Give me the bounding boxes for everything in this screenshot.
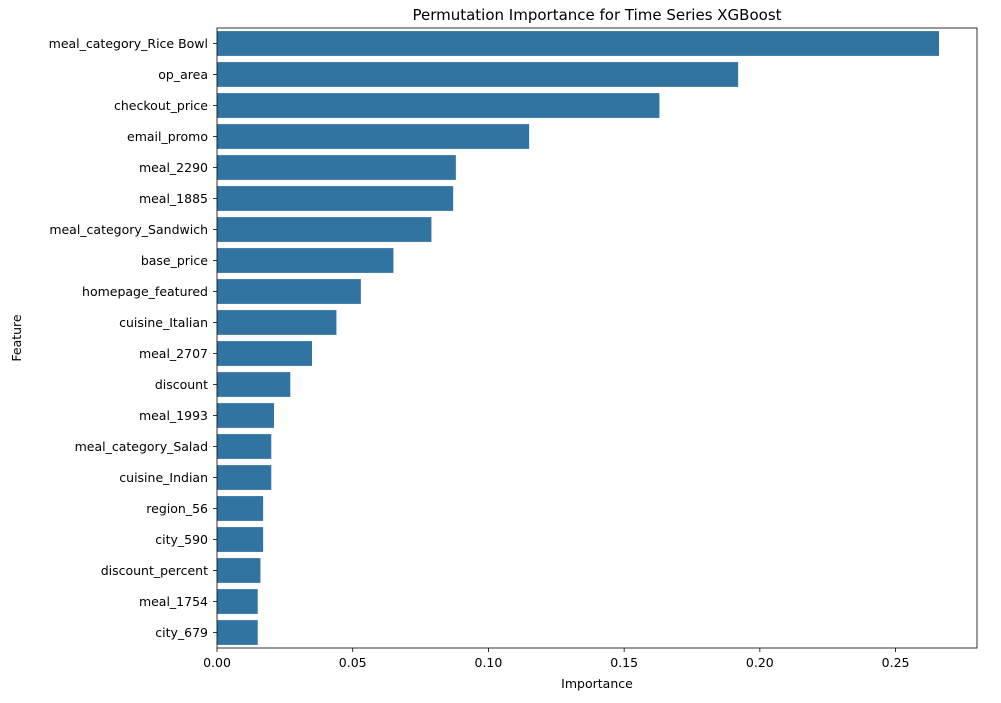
x-tick-label: 0.15 — [610, 655, 638, 670]
y-tick-label: meal_2290 — [139, 160, 208, 175]
x-tick-labels: 0.00 0.05 0.10 0.15 0.20 0.25 — [203, 648, 909, 670]
bar-base-price — [217, 248, 394, 273]
y-tick-label: meal_category_Rice Bowl — [49, 36, 208, 51]
y-tick-label: city_590 — [155, 532, 208, 547]
y-tick-label: homepage_featured — [82, 284, 208, 299]
bar-op-area — [217, 62, 739, 87]
bar-homepage-featured — [217, 279, 361, 304]
y-tick-label: meal_1993 — [139, 408, 208, 423]
bar-email-promo — [217, 124, 530, 149]
bar-meal-category-salad — [217, 434, 272, 459]
y-tick-label: cuisine_Indian — [119, 470, 208, 485]
x-tick-label: 0.10 — [475, 655, 503, 670]
bar-meal-category-rice-bowl — [217, 31, 939, 56]
bar-meal-category-sandwich — [217, 217, 432, 242]
bar-city-679 — [217, 620, 258, 645]
y-tick-label: meal_1754 — [139, 594, 208, 609]
y-tick-label: cuisine_Italian — [119, 315, 208, 330]
y-tick-labels: meal_category_Rice Bowl op_area checkout_p… — [49, 36, 217, 640]
y-tick-label: meal_category_Sandwich — [49, 222, 208, 237]
y-tick-label: discount_percent — [101, 563, 208, 578]
y-tick-label: region_56 — [146, 501, 208, 516]
bar-discount — [217, 372, 291, 397]
x-tick-label: 0.05 — [339, 655, 367, 670]
y-tick-label: meal_1885 — [139, 191, 208, 206]
y-tick-label: base_price — [141, 253, 208, 268]
bar-cuisine-italian — [217, 310, 337, 335]
bars-layer — [217, 31, 939, 645]
y-tick-label: op_area — [158, 67, 208, 82]
x-tick-label: 0.00 — [203, 655, 231, 670]
y-tick-label: discount — [155, 377, 208, 392]
bar-city-590 — [217, 527, 264, 552]
bar-meal-2707 — [217, 341, 312, 366]
y-tick-label: meal_category_Salad — [75, 439, 208, 454]
bar-checkout-price — [217, 93, 660, 118]
x-tick-label: 0.20 — [746, 655, 774, 670]
y-tick-label: email_promo — [127, 129, 208, 144]
bar-meal-1993 — [217, 403, 274, 428]
bar-meal-2290 — [217, 155, 456, 180]
bar-meal-1754 — [217, 589, 258, 614]
y-tick-label: city_679 — [155, 625, 208, 640]
plot-frame — [216, 27, 978, 649]
x-tick-label: 0.25 — [882, 655, 910, 670]
y-axis-label: Feature — [9, 314, 24, 362]
y-tick-label: checkout_price — [114, 98, 208, 113]
y-tick-label: meal_2707 — [139, 346, 208, 361]
bar-discount-percent — [217, 558, 261, 583]
bar-cuisine-indian — [217, 465, 272, 490]
x-axis-label: Importance — [561, 676, 633, 691]
bar-region-56 — [217, 496, 264, 521]
bar-meal-1885 — [217, 186, 454, 211]
chart-title: Permutation Importance for Time Series X… — [412, 6, 781, 24]
